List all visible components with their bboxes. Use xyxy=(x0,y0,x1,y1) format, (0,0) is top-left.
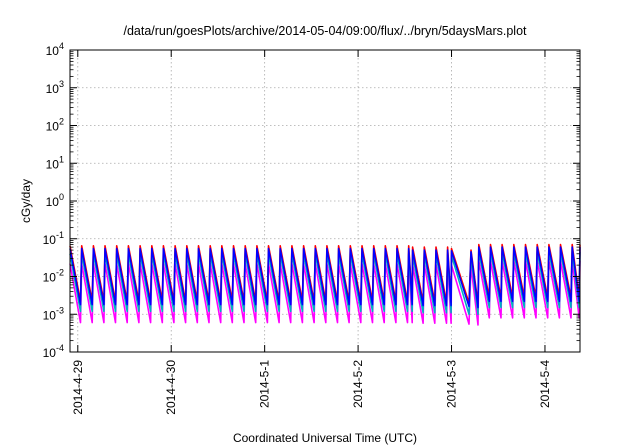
y-tick-label: 101 xyxy=(46,154,64,171)
chart-title: /data/run/goesPlots/archive/2014-05-04/0… xyxy=(123,24,527,38)
x-axis: 2014-4-29 2014-4-30 2014-5-1 2014-5-2 2014-5… xyxy=(71,50,552,415)
x-tick-label: 2014-5-1 xyxy=(258,360,272,408)
series-line xyxy=(69,246,581,309)
y-axis: 10-4 10-3 10-2 10-1 100 101 102 103 104 xyxy=(43,41,580,360)
y-tick-label: 100 xyxy=(46,192,64,209)
y-axis-label: cGy/day xyxy=(19,179,33,223)
y-tick-label: 104 xyxy=(46,41,64,58)
x-tick-label: 2014-4-29 xyxy=(71,360,85,415)
plot-area xyxy=(69,243,581,326)
x-tick-label: 2014-5-2 xyxy=(351,360,365,408)
y-tick-label: 102 xyxy=(46,117,64,134)
y-tick-label: 10-2 xyxy=(43,268,64,285)
series-line xyxy=(69,260,581,326)
x-tick-label: 2014-5-4 xyxy=(538,360,552,408)
y-tick-label: 10-1 xyxy=(43,230,64,247)
y-tick-label: 10-3 xyxy=(43,305,64,322)
x-tick-label: 2014-5-3 xyxy=(445,360,459,408)
x-axis-label: Coordinated Universal Time (UTC) xyxy=(233,431,417,445)
x-tick-label: 2014-4-30 xyxy=(164,360,178,415)
y-tick-label: 103 xyxy=(46,79,64,96)
series-line xyxy=(69,251,581,316)
y-tick-label: 10-4 xyxy=(43,343,64,360)
